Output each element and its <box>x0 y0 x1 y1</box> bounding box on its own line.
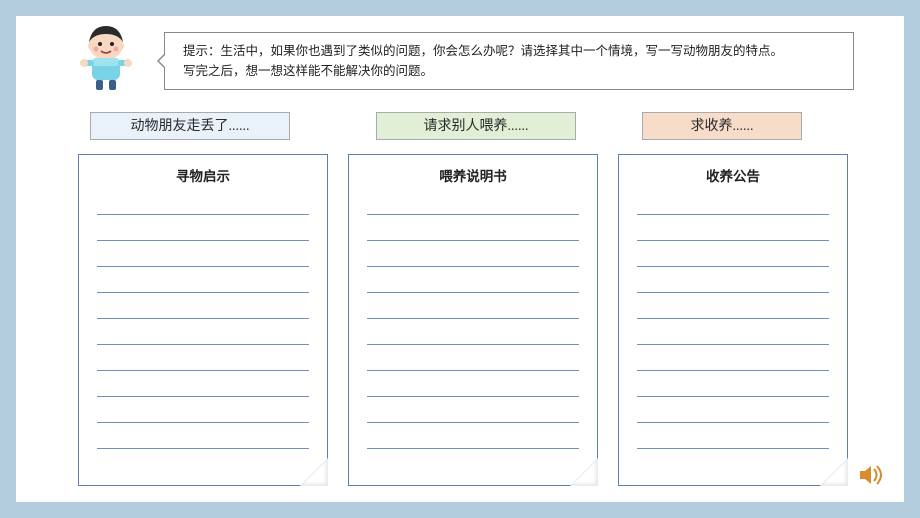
sheet-title-adopt: 收养公告 <box>637 165 829 185</box>
writing-line <box>637 267 829 293</box>
writing-line <box>367 371 579 397</box>
writing-line <box>367 423 579 449</box>
slide-stage: 提示：生活中，如果你也遇到了类似的问题，你会怎么办呢？请选择其中一个情境，写一写… <box>16 16 904 502</box>
writing-line <box>367 319 579 345</box>
sheet-title-lost: 寻物启示 <box>97 165 309 185</box>
speaker-icon[interactable] <box>858 464 884 486</box>
writing-line <box>367 267 579 293</box>
writing-line <box>637 345 829 371</box>
writing-line <box>97 319 309 345</box>
writing-line <box>637 423 829 449</box>
writing-line <box>97 215 309 241</box>
writing-line <box>97 189 309 215</box>
writing-lines <box>637 189 829 449</box>
writing-line <box>637 241 829 267</box>
writing-lines <box>97 189 309 449</box>
writing-line <box>97 345 309 371</box>
writing-line <box>97 397 309 423</box>
writing-sheet-feed: 喂养说明书 <box>348 154 598 486</box>
prompt-speech-bubble: 提示：生活中，如果你也遇到了类似的问题，你会怎么办呢？请选择其中一个情境，写一写… <box>164 32 854 90</box>
writing-line <box>637 189 829 215</box>
writing-line <box>367 345 579 371</box>
writing-line <box>367 189 579 215</box>
page-fold-icon <box>300 458 328 486</box>
writing-line <box>97 293 309 319</box>
category-label-lost: 动物朋友走丢了...... <box>90 112 290 140</box>
writing-line <box>97 267 309 293</box>
prompt-line-1: 提示：生活中，如果你也遇到了类似的问题，你会怎么办呢？请选择其中一个情境，写一写… <box>183 41 839 61</box>
sheet-title-feed: 喂养说明书 <box>367 165 579 185</box>
prompt-line-2: 写完之后，想一想这样能不能解决你的问题。 <box>183 61 839 81</box>
writing-line <box>97 371 309 397</box>
writing-line <box>637 215 829 241</box>
writing-line <box>637 397 829 423</box>
writing-line <box>637 293 829 319</box>
writing-sheet-adopt: 收养公告 <box>618 154 848 486</box>
writing-line <box>97 241 309 267</box>
writing-line <box>367 293 579 319</box>
category-label-adopt: 求收养...... <box>642 112 802 140</box>
writing-lines <box>367 189 579 449</box>
category-label-feed: 请求别人喂养...... <box>376 112 576 140</box>
page-fold-icon <box>570 458 598 486</box>
writing-line <box>97 423 309 449</box>
prompt-row: 提示：生活中，如果你也遇到了类似的问题，你会怎么办呢？请选择其中一个情境，写一写… <box>76 30 866 90</box>
writing-line <box>367 397 579 423</box>
writing-line <box>637 371 829 397</box>
writing-line <box>367 215 579 241</box>
page-fold-icon <box>820 458 848 486</box>
writing-line <box>367 241 579 267</box>
writing-sheet-lost: 寻物启示 <box>78 154 328 486</box>
writing-line <box>637 319 829 345</box>
